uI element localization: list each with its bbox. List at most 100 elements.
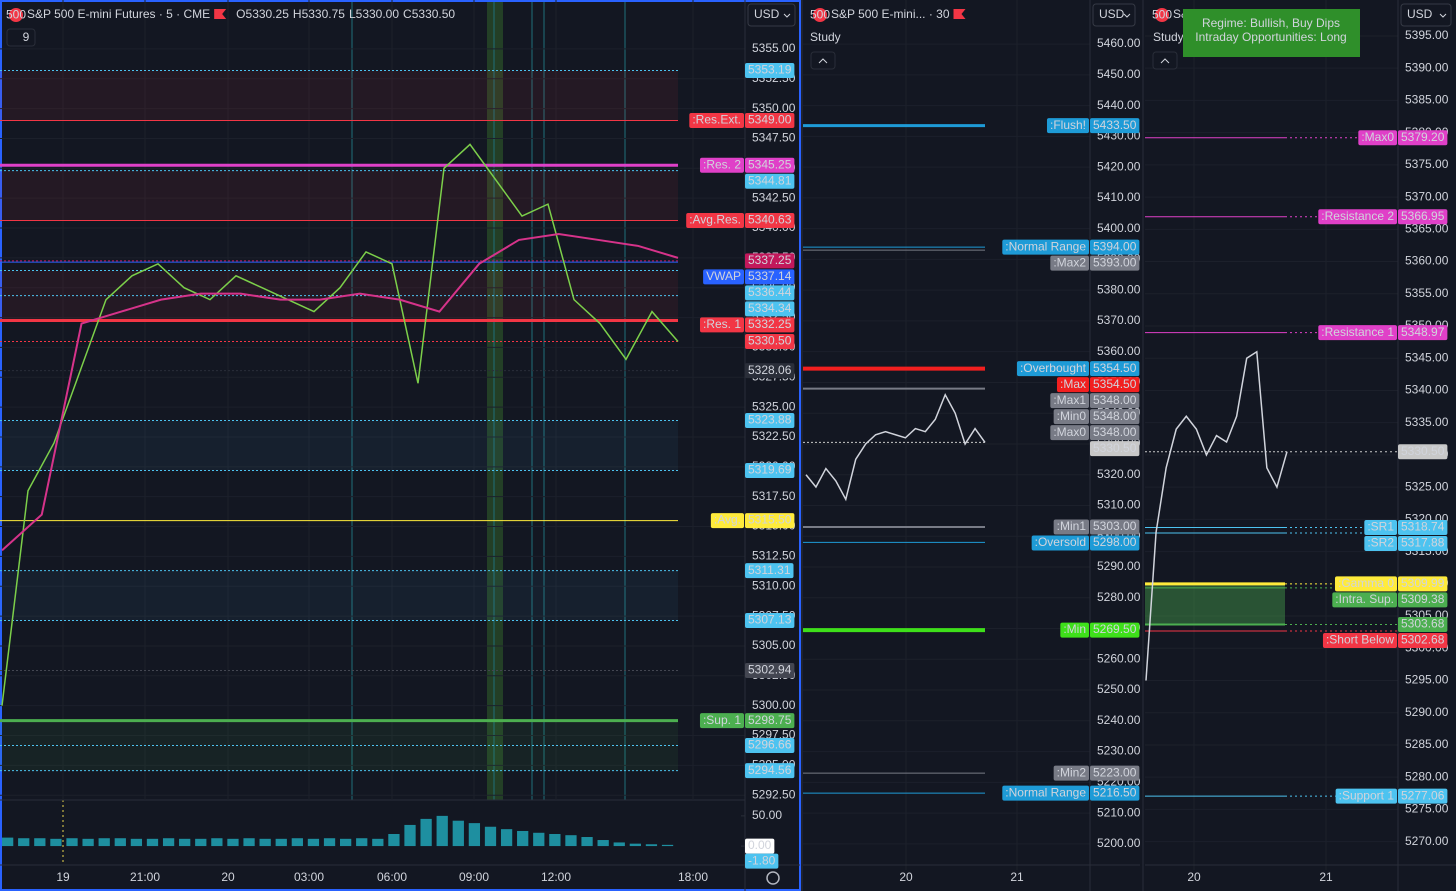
indicator-toggle[interactable] — [6, 28, 36, 47]
y-tick-label: 5400.00 — [1097, 221, 1141, 235]
currency-button[interactable] — [747, 3, 796, 27]
collapse-button[interactable] — [810, 51, 836, 70]
session-band — [487, 0, 503, 800]
active-panel-border — [0, 0, 801, 891]
symbol-badge-text: 500 — [1152, 8, 1172, 22]
x-tick-label: 06:00 — [377, 870, 407, 884]
y-tick-label: 5390.00 — [1405, 60, 1449, 74]
volume-tag: 0.00 — [748, 838, 772, 852]
price-tag: 5277.06 — [1401, 788, 1445, 802]
price-tag: 5334.34 — [748, 301, 792, 315]
price-tag: 5336.44 — [748, 285, 792, 299]
price-tag-box — [745, 269, 795, 285]
level-name-tag-box — [689, 113, 744, 129]
zone — [1145, 583, 1285, 625]
price-tag: 5302.68 — [1401, 633, 1445, 647]
level-name-tag: :Res. 1 — [703, 317, 741, 331]
price-tag: 5298.75 — [748, 713, 792, 727]
price-tag-box — [745, 113, 795, 129]
volume-last-tag: -1.80 — [748, 853, 776, 867]
flag-icon — [214, 9, 227, 19]
level-name-tag-box — [699, 713, 744, 729]
level-name-tag: :Normal Range — [1005, 239, 1086, 253]
level-name-tag: :Min1 — [1057, 519, 1087, 533]
settings-icon[interactable] — [766, 871, 780, 885]
volume-bar — [243, 838, 255, 847]
level-name-tag-box — [1332, 592, 1397, 608]
y-tick-label: 5410.00 — [1097, 190, 1141, 204]
regime-text: Regime: Bullish, Buy Dips — [1202, 16, 1340, 30]
collapse-button[interactable] — [1152, 51, 1178, 70]
volume-bar — [275, 838, 287, 847]
price-tag-box — [745, 212, 795, 228]
price-tag-box — [745, 738, 795, 754]
volume-bar — [661, 844, 674, 847]
price-tag: 5294.56 — [748, 763, 792, 777]
level-name-tag-box — [1322, 633, 1397, 649]
price-tag-box — [1090, 519, 1140, 535]
level-name-tag-box — [1002, 785, 1089, 801]
level-name-tag: :Overbought — [1020, 361, 1087, 375]
price-tag: 5349.00 — [748, 113, 792, 127]
volume-bar — [356, 838, 368, 847]
y-tick-label: 5317.50 — [752, 489, 796, 503]
volume-bar — [307, 838, 320, 847]
price-tag: 5348.97 — [1401, 325, 1445, 339]
y-tick-label: 5420.00 — [1097, 159, 1141, 173]
y-tick-label: 5380.00 — [1097, 282, 1141, 296]
y-tick-label: 5350.00 — [752, 101, 796, 115]
volume-bar — [629, 843, 641, 847]
volume-bar — [146, 838, 159, 847]
level-name-tag: :Support 1 — [1339, 788, 1395, 802]
price-tag-box — [745, 563, 794, 579]
symbol-badge — [9, 8, 23, 22]
ohlc: 5330.00 — [356, 7, 400, 21]
volume-bar — [162, 838, 175, 847]
ohlc: O — [236, 7, 245, 21]
currency-label: USD — [1407, 7, 1433, 21]
currency-button[interactable] — [1092, 3, 1136, 27]
y-tick-label: 5200.00 — [1097, 836, 1141, 850]
volume-bar — [388, 833, 400, 847]
level-name-tag-box — [1334, 576, 1397, 592]
x-tick-label: 19 — [56, 870, 70, 884]
price-tag: 5394.00 — [1093, 239, 1137, 253]
price-tag: 5303.68 — [1401, 617, 1445, 631]
regime-text: Intraday Opportunities: Long — [1195, 30, 1346, 44]
volume-bar — [323, 838, 336, 847]
price-tag: 5309.99 — [1401, 576, 1445, 590]
price-tag: 5330.50 — [1093, 441, 1137, 455]
symbol-badge — [813, 8, 827, 22]
price-tag-box — [1090, 118, 1140, 134]
level-name-tag: :Res. 2 — [703, 157, 741, 171]
level-name-tag-box — [699, 317, 744, 333]
currency-button[interactable] — [1400, 3, 1452, 27]
price-tag-box — [1398, 535, 1448, 551]
volume-bar — [420, 818, 432, 847]
price-tag: 5307.13 — [748, 613, 792, 627]
ohlc: 5330.75 — [302, 7, 346, 21]
price-tag: 5337.25 — [748, 253, 792, 267]
level-name-tag-box — [1050, 255, 1089, 271]
price-tag-box — [745, 463, 795, 479]
level-name-tag: :Resistance 1 — [1321, 325, 1394, 339]
level-name-tag-box — [1046, 118, 1089, 134]
chart-title: S&P 500 E-mini Futures · 5 · CME — [27, 7, 210, 21]
volume-bar — [98, 838, 110, 847]
y-tick-label: 5210.00 — [1097, 805, 1141, 819]
y-tick-label: 5305.00 — [752, 638, 796, 652]
price-tag-box — [1398, 209, 1448, 225]
x-tick-label: 12:00 — [541, 870, 571, 884]
price-tag-box — [1398, 633, 1448, 649]
y-tick-label: 5240.00 — [1097, 713, 1141, 727]
price-tag-box — [745, 513, 795, 529]
zone — [0, 170, 678, 221]
volume-bar — [195, 838, 207, 847]
price-tag: 5318.74 — [1401, 520, 1445, 534]
y-tick-label: 5370.00 — [1405, 189, 1449, 203]
volume-bar — [436, 815, 448, 847]
collapse-icon — [818, 58, 828, 64]
y-tick-label: 5360.00 — [1405, 254, 1449, 268]
level-name-tag: :SR2 — [1367, 536, 1394, 550]
